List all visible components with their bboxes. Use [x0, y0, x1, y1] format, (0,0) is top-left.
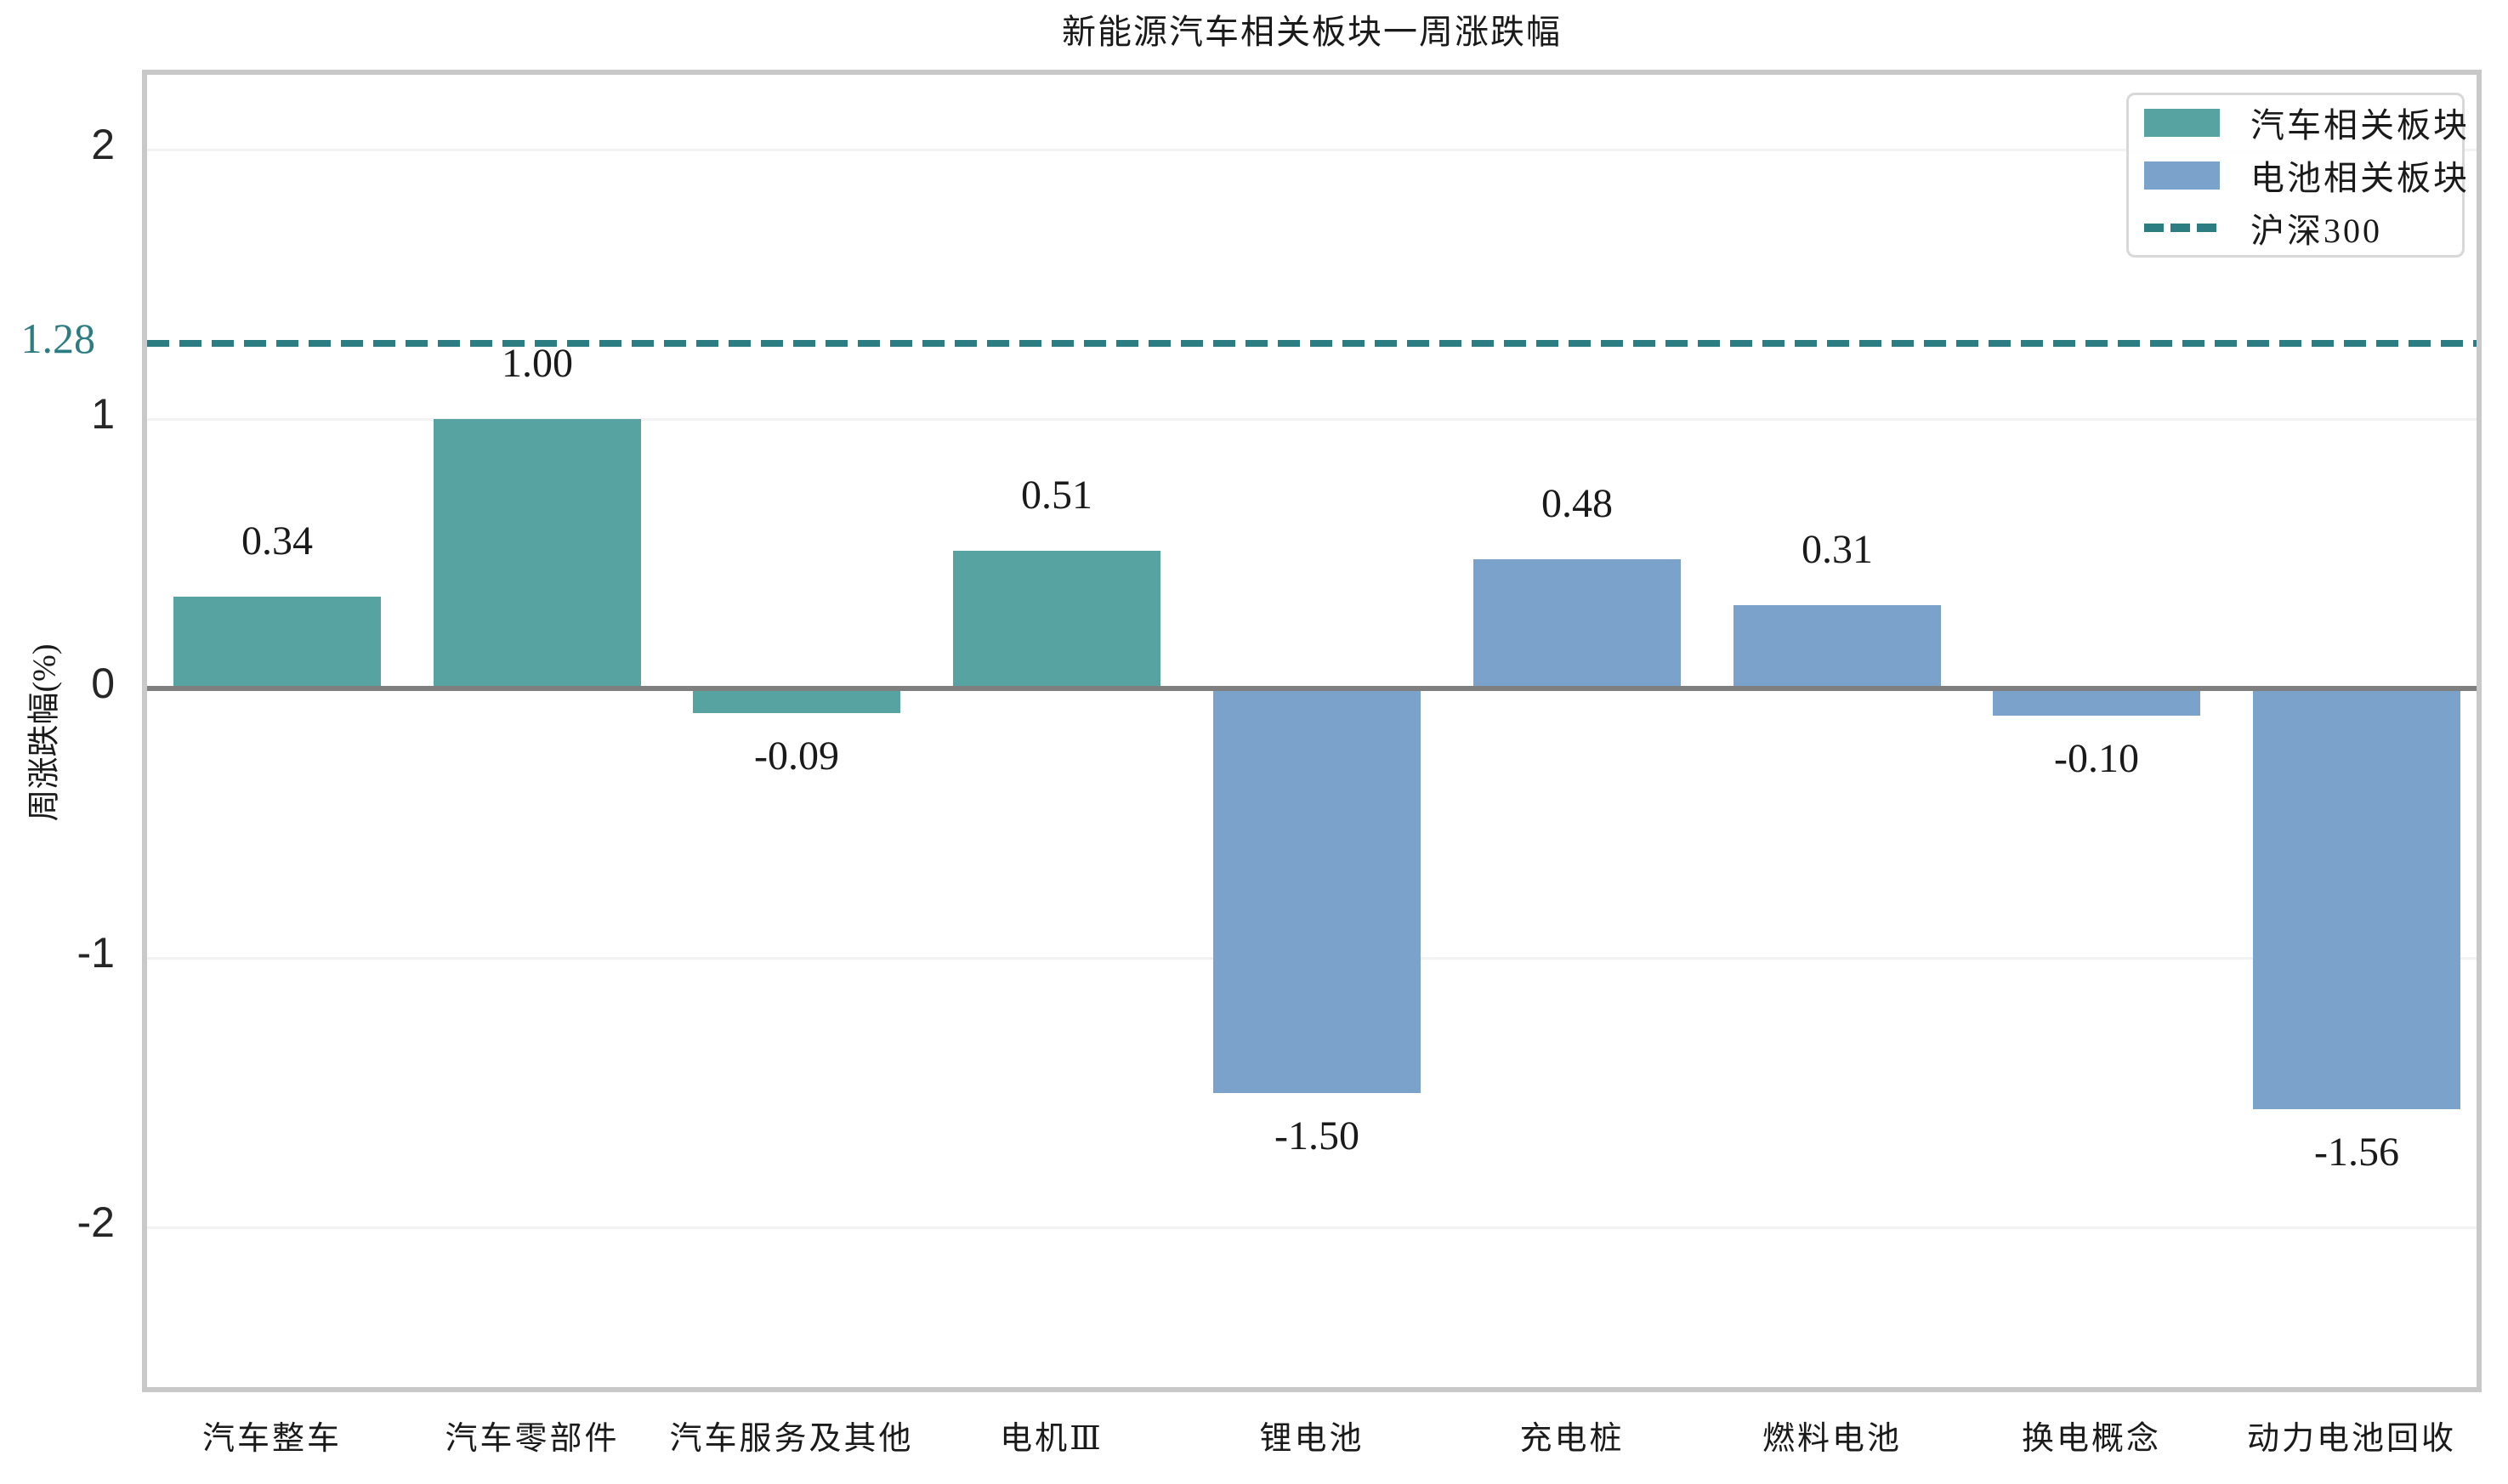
legend-item-csi300: 沪深300 [2144, 205, 2447, 251]
bar-汽车整车 [173, 597, 381, 688]
legend-item-auto-sectors: 汽车相关板块 [2144, 99, 2467, 145]
bar-电机Ⅲ [953, 551, 1160, 688]
zero-axis-line [147, 686, 2477, 691]
legend-label: 沪深300 [2250, 212, 2382, 250]
y-tick-label: 0 [91, 660, 115, 707]
gridline [147, 418, 2477, 421]
bar-动力电池回收 [2253, 688, 2460, 1109]
x-tick-label: 动力电池回收 [2246, 1421, 2457, 1457]
legend: 汽车相关板块 电池相关板块 沪深300 [2126, 93, 2467, 258]
bar-value-label: -0.10 [2054, 736, 2139, 781]
legend-label: 汽车相关板块 [2250, 106, 2470, 144]
bar-value-label: 1.00 [502, 341, 573, 386]
bar-value-label: -1.50 [1274, 1113, 1359, 1158]
bar-汽车零部件 [434, 419, 641, 688]
battery-sectors-swatch-icon [2144, 161, 2220, 190]
x-tick-label: 汽车零部件 [445, 1421, 620, 1457]
x-tick-label: 电机Ⅲ [1000, 1421, 1104, 1457]
legend-item-battery-sectors: 电池相关板块 [2144, 152, 2467, 198]
x-tick-label: 锂电池 [1259, 1421, 1365, 1457]
bar-换电概念 [1993, 688, 2200, 716]
reference-line-value-label: 1.28 [20, 314, 96, 363]
x-tick-label: 燃料电池 [1762, 1421, 1903, 1457]
bar-锂电池 [1213, 688, 1421, 1093]
x-tick-label: 汽车整车 [201, 1421, 343, 1457]
x-tick-label: 充电桩 [1519, 1421, 1625, 1457]
auto-sectors-swatch-icon [2144, 108, 2220, 137]
bar-燃料电池 [1733, 605, 1941, 688]
bar-汽车服务及其他 [693, 688, 900, 713]
y-tick-label: -1 [77, 929, 115, 977]
bar-value-label: 0.34 [241, 518, 313, 564]
chart-title: 新能源汽车相关板块一周涨跌幅 [1062, 13, 1562, 51]
bar-value-label: -1.56 [2314, 1130, 2399, 1175]
legend-label: 电池相关板块 [2250, 159, 2470, 197]
bar-充电桩 [1473, 559, 1681, 688]
x-tick-label: 换电概念 [2021, 1421, 2162, 1457]
gridline [147, 149, 2477, 151]
x-tick-label: 汽车服务及其他 [669, 1421, 914, 1457]
y-tick-label: -2 [77, 1198, 115, 1246]
gridline [147, 1226, 2477, 1229]
bar-value-label: 0.48 [1541, 481, 1613, 526]
bar-value-label: -0.09 [754, 734, 839, 779]
bar-value-label: 0.51 [1021, 473, 1092, 518]
y-tick-label: 1 [91, 390, 115, 438]
plot-area: 汽车相关板块 电池相关板块 沪深300 0.34 1.00 -0.09 0.51 -1.… [142, 70, 2482, 1392]
reference-dashed-line [147, 340, 2477, 348]
dashed-line-swatch-icon [2144, 224, 2220, 232]
bar-value-label: 0.31 [1802, 527, 1873, 572]
y-tick-label: 2 [91, 121, 115, 168]
